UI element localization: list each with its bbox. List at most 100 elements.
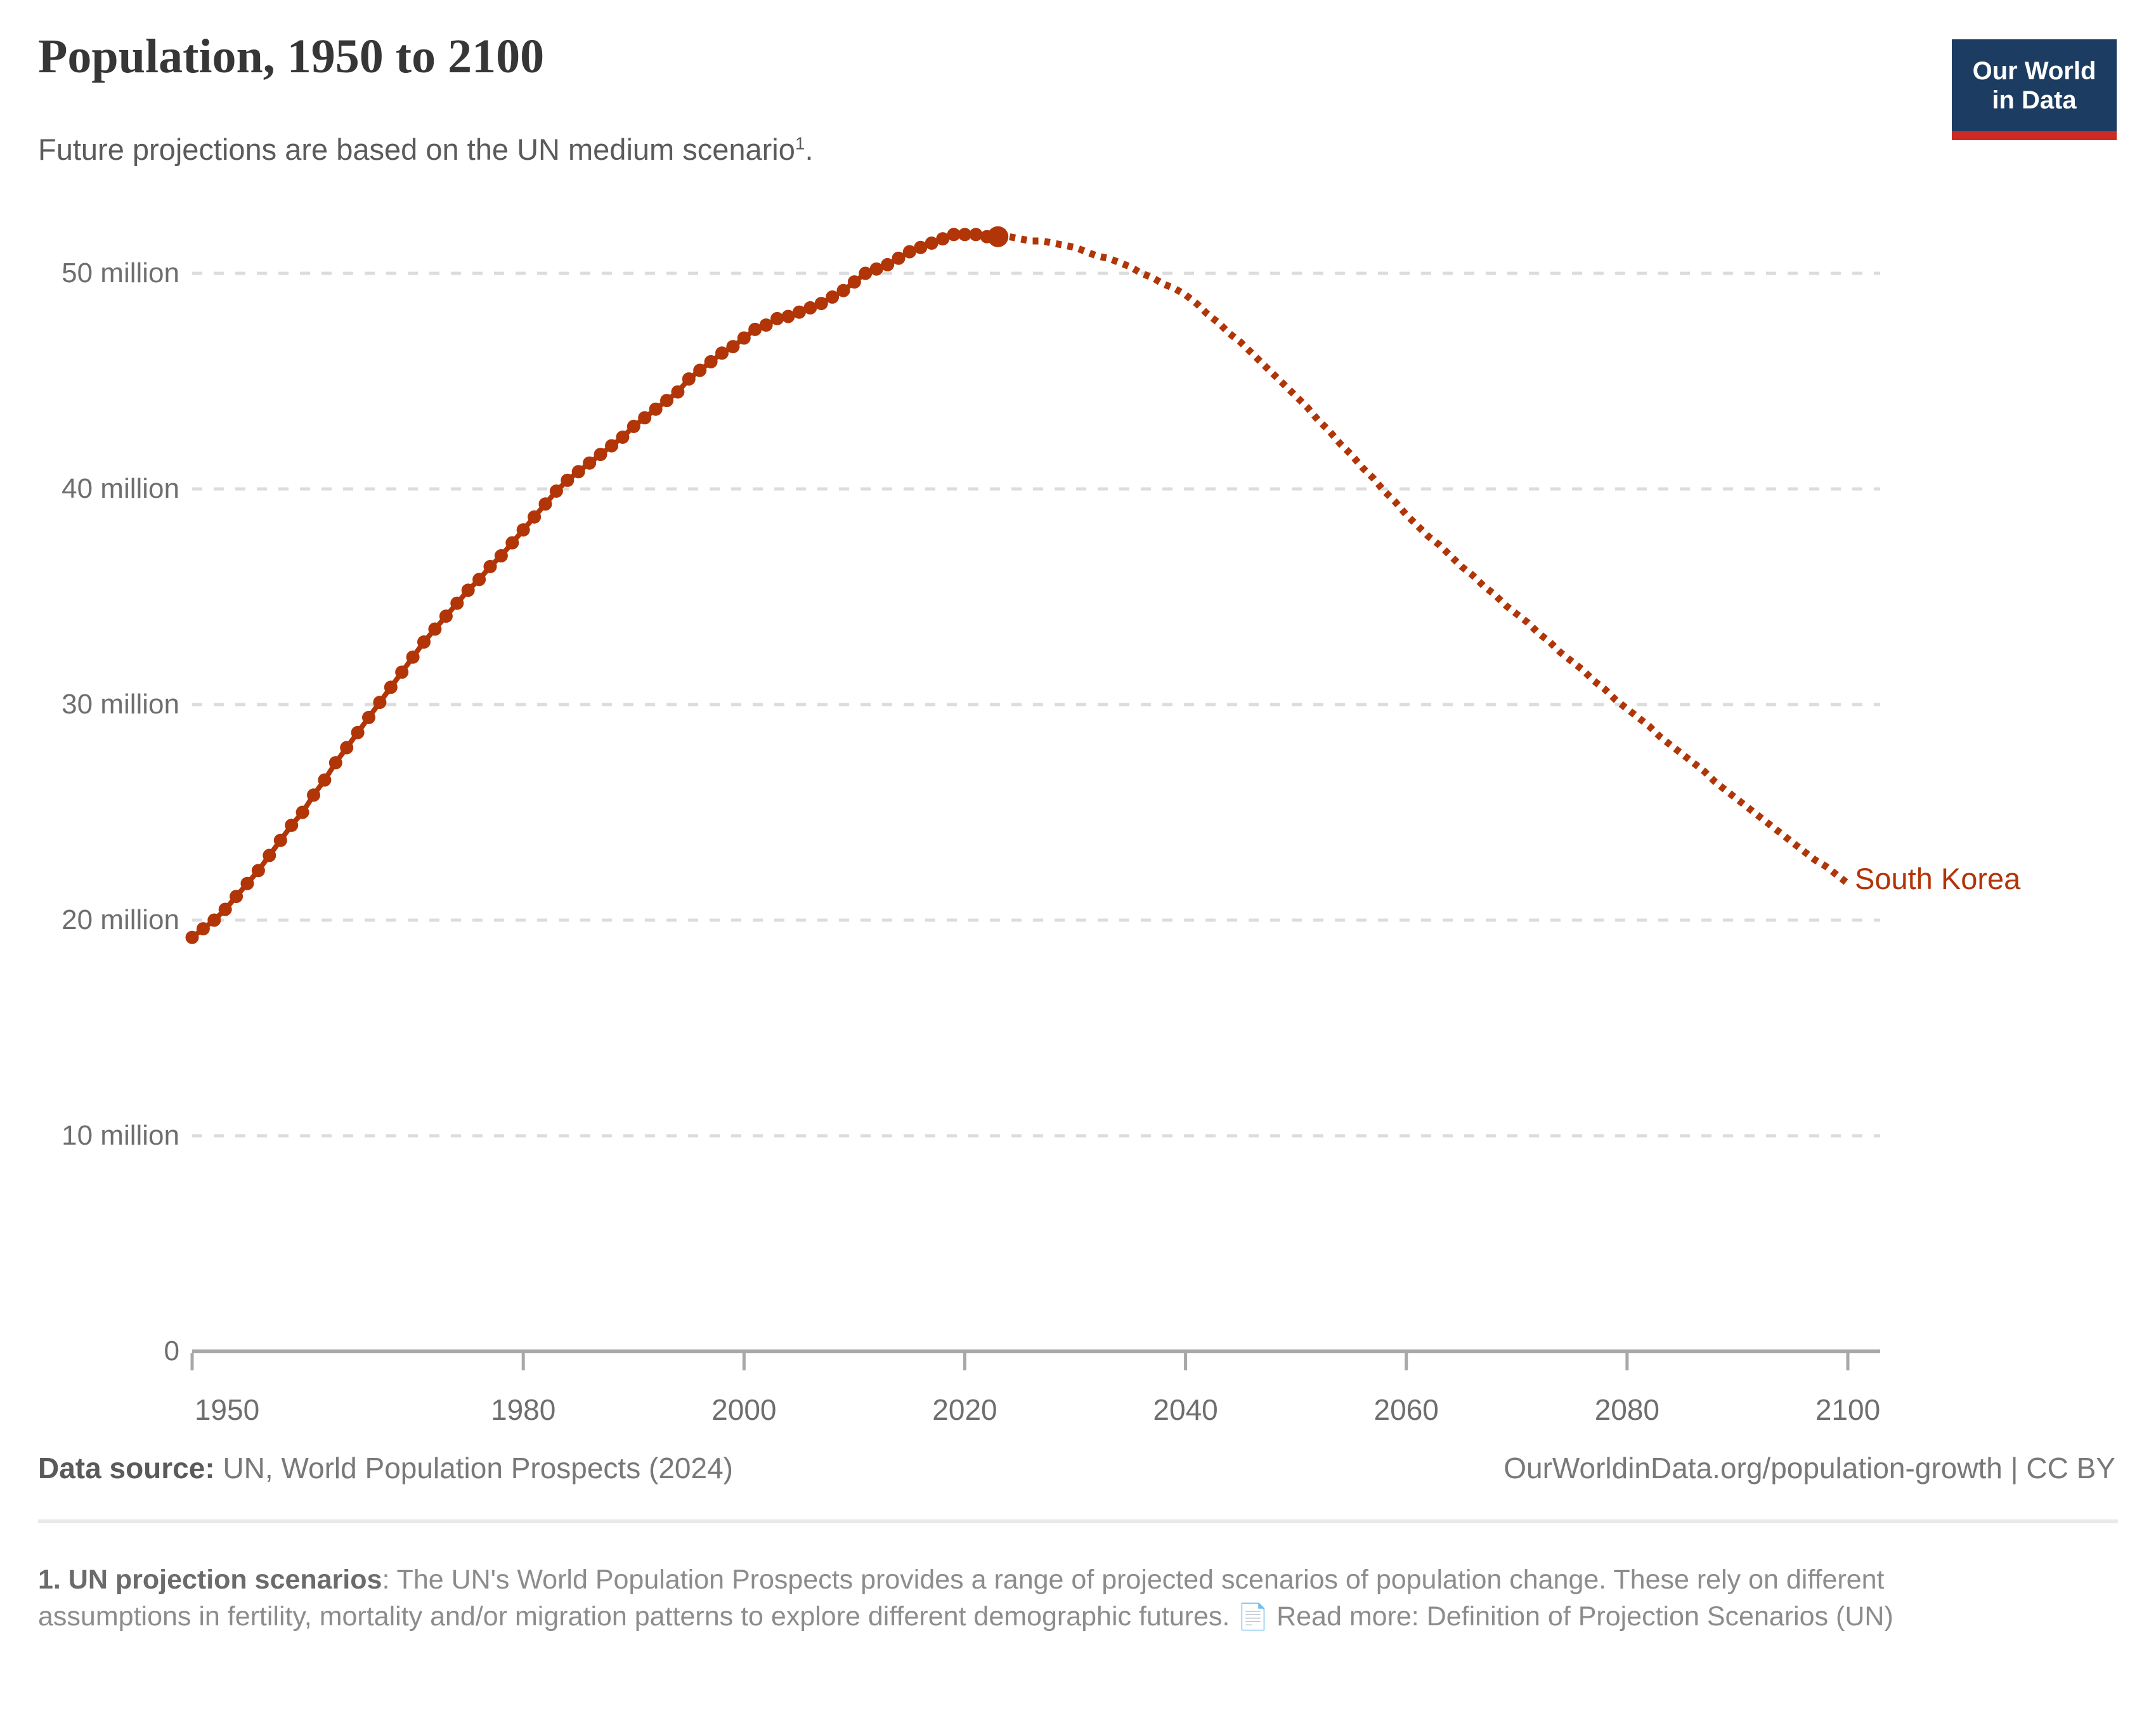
data-point-marker bbox=[373, 696, 387, 710]
data-point-marker bbox=[417, 635, 431, 649]
data-point-marker bbox=[218, 902, 232, 916]
data-point-marker bbox=[528, 510, 542, 524]
data-point-marker bbox=[207, 913, 221, 927]
footer-links: OurWorldinData.org/population-growth | C… bbox=[1503, 1451, 2115, 1485]
data-point-marker bbox=[285, 818, 299, 832]
data-point-marker bbox=[638, 411, 652, 425]
owid-logo[interactable]: Our World in Data bbox=[1952, 39, 2117, 140]
x-tick-label: 2000 bbox=[711, 1393, 777, 1426]
footnote-marker: 1 bbox=[795, 133, 805, 153]
data-point-marker bbox=[859, 266, 873, 280]
data-point-marker bbox=[295, 805, 309, 819]
data-point-marker bbox=[649, 402, 663, 416]
y-tick-label: 20 million bbox=[62, 904, 179, 935]
data-point-marker bbox=[362, 710, 375, 724]
data-point-marker bbox=[892, 251, 906, 265]
data-point-marker bbox=[428, 622, 442, 636]
data-point-marker bbox=[561, 473, 575, 487]
data-point-marker bbox=[847, 275, 861, 289]
footer-divider bbox=[38, 1519, 2118, 1523]
data-point-marker bbox=[770, 311, 784, 325]
projection-line bbox=[997, 233, 1850, 887]
data-point-marker bbox=[704, 354, 718, 368]
data-point-marker bbox=[947, 228, 961, 242]
footnote-label: 1. UN projection scenarios bbox=[38, 1564, 382, 1595]
data-point-marker bbox=[571, 465, 585, 479]
data-point-marker bbox=[406, 650, 420, 664]
page-title: Population, 1950 to 2100 bbox=[38, 30, 545, 83]
data-point-marker bbox=[251, 864, 265, 878]
data-point-marker bbox=[395, 665, 409, 679]
owid-logo-line2: in Data bbox=[1992, 86, 2077, 114]
data-point-marker bbox=[230, 890, 244, 904]
data-source-label: Data source: bbox=[38, 1452, 215, 1485]
document-icon: 📄 bbox=[1237, 1603, 1270, 1631]
data-point-marker bbox=[594, 448, 607, 462]
data-point-marker bbox=[196, 922, 210, 936]
data-point-marker bbox=[240, 876, 254, 890]
owid-url-link[interactable]: OurWorldinData.org/population-growth bbox=[1503, 1452, 2003, 1485]
data-point-marker bbox=[869, 262, 883, 276]
data-point-marker bbox=[969, 228, 983, 242]
data-point-marker bbox=[781, 309, 795, 323]
data-point-marker bbox=[340, 741, 354, 755]
data-point-marker bbox=[792, 305, 806, 319]
data-point-marker bbox=[483, 559, 497, 573]
series-label-south-korea: South Korea bbox=[1855, 862, 2021, 895]
data-point-marker bbox=[605, 439, 618, 453]
data-point-marker bbox=[627, 419, 640, 433]
data-point-marker bbox=[461, 583, 475, 597]
data-point-marker bbox=[902, 245, 916, 259]
data-point-marker bbox=[726, 340, 740, 354]
data-point-marker bbox=[958, 228, 971, 242]
data-point-marker bbox=[494, 549, 508, 562]
x-tick-label: 2080 bbox=[1594, 1393, 1660, 1426]
data-point-marker bbox=[516, 523, 530, 537]
read-more-link[interactable]: Read more: Definition of Projection Scen… bbox=[1276, 1601, 1893, 1632]
data-point-marker bbox=[693, 363, 707, 377]
data-point-marker bbox=[748, 322, 762, 336]
x-tick-label: 2100 bbox=[1815, 1393, 1881, 1426]
data-point-marker bbox=[307, 788, 320, 802]
subtitle-text: Future projections are based on the UN m… bbox=[38, 133, 795, 166]
subtitle-period: . bbox=[805, 133, 814, 166]
data-point-marker bbox=[384, 680, 398, 694]
data-point-marker bbox=[826, 290, 840, 304]
y-tick-label: 0 bbox=[164, 1336, 179, 1367]
data-point-marker bbox=[263, 848, 276, 862]
y-tick-label: 10 million bbox=[62, 1120, 179, 1151]
x-axis-labels: 1950 1980 2000 2020 2040 2060 2080 2100 bbox=[0, 1393, 2156, 1431]
data-point-marker bbox=[538, 497, 552, 511]
data-point-marker bbox=[671, 385, 685, 399]
data-source-value: UN, World Population Prospects (2024) bbox=[223, 1452, 733, 1485]
data-point-marker bbox=[616, 430, 630, 444]
data-source: Data source: UN, World Population Prospe… bbox=[38, 1451, 733, 1485]
x-tick-label: 1950 bbox=[194, 1393, 260, 1426]
y-tick-label: 40 million bbox=[62, 473, 179, 504]
data-point-marker bbox=[185, 930, 199, 944]
data-point-marker bbox=[505, 536, 519, 550]
x-tick-label: 2020 bbox=[932, 1393, 997, 1426]
data-point-marker bbox=[759, 318, 773, 332]
license-cc-by-link[interactable]: CC BY bbox=[2026, 1452, 2115, 1485]
data-point-marker bbox=[814, 297, 828, 311]
footnote-1: 1. UN projection scenarios: The UN's Wor… bbox=[38, 1561, 1997, 1635]
data-point-marker bbox=[328, 756, 342, 770]
data-point-marker bbox=[803, 301, 817, 315]
y-tick-label: 50 million bbox=[62, 257, 179, 289]
data-point-marker bbox=[450, 596, 464, 610]
footnote-body: : The UN's World Population Prospects pr… bbox=[38, 1564, 1885, 1632]
data-point-marker bbox=[351, 725, 365, 739]
data-point-marker bbox=[881, 257, 895, 271]
data-point-marker bbox=[682, 372, 696, 386]
data-point-marker bbox=[660, 394, 673, 408]
x-tick-label: 2060 bbox=[1373, 1393, 1439, 1426]
data-point-marker bbox=[936, 232, 950, 246]
data-point-marker bbox=[925, 236, 938, 250]
data-point-marker bbox=[836, 283, 850, 297]
data-point-marker bbox=[472, 573, 486, 587]
data-point-marker bbox=[715, 346, 729, 360]
data-point-marker bbox=[318, 773, 332, 787]
